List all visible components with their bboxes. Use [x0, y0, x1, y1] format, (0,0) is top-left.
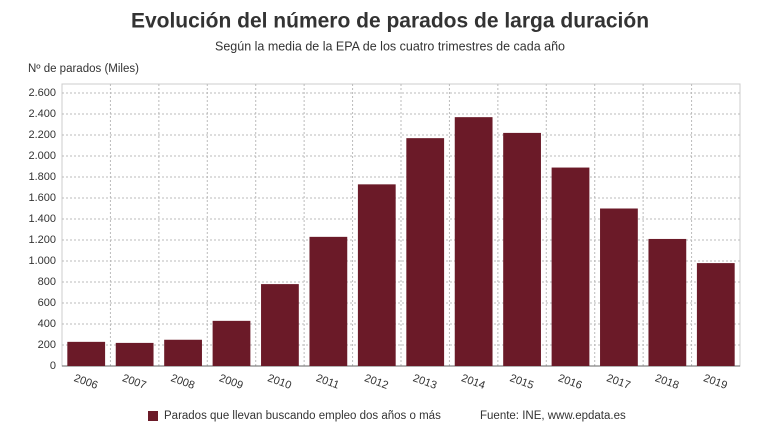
bar	[551, 167, 590, 366]
x-tick-label: 2014	[460, 372, 487, 392]
source: Fuente: INE, www.epdata.es	[480, 410, 626, 422]
y-tick-label: 1.400	[28, 213, 56, 225]
bar	[164, 339, 202, 366]
bar	[67, 341, 106, 366]
x-tick-label: 2013	[411, 372, 438, 392]
y-tick-label: 1.600	[28, 192, 56, 204]
bar	[406, 138, 445, 366]
x-tick-label: 2018	[653, 372, 680, 392]
bar	[503, 132, 541, 366]
bar	[696, 263, 735, 366]
y-tick-label: 1.000	[28, 255, 56, 267]
bar	[115, 342, 154, 366]
bar	[357, 184, 396, 366]
y-axis-label: Nº de parados (Miles)	[28, 63, 139, 75]
bar	[212, 320, 251, 366]
x-tick-label: 2015	[508, 372, 535, 392]
y-tick-label: 1.200	[28, 234, 56, 246]
x-tick-label: 2010	[266, 372, 293, 392]
bar	[309, 236, 348, 366]
x-tick-label: 2012	[363, 372, 390, 392]
x-tick-label: 2016	[556, 372, 583, 392]
x-tick-label: 2008	[169, 372, 196, 392]
x-tick-label: 2011	[314, 372, 340, 391]
y-tick-label: 400	[38, 318, 56, 330]
y-tick-label: 600	[38, 297, 56, 309]
bar	[600, 208, 638, 366]
y-tick-label: 1.800	[28, 171, 56, 183]
legend-label: Parados que llevan buscando empleo dos a…	[164, 410, 441, 422]
legend-swatch	[148, 411, 158, 421]
chart-subtitle: Según la media de la EPA de los cuatro t…	[215, 39, 565, 53]
x-tick-label: 2017	[605, 372, 632, 392]
x-tick-label: 2006	[72, 372, 99, 392]
chart-title: Evolución del número de parados de larga…	[131, 10, 649, 33]
y-tick-label: 0	[50, 360, 56, 372]
bar	[648, 238, 687, 366]
y-tick-label: 200	[38, 339, 56, 351]
bar	[261, 284, 299, 366]
x-tick-label: 2007	[121, 372, 148, 392]
y-tick-label: 800	[38, 276, 56, 288]
y-tick-label: 2.000	[28, 150, 56, 162]
y-tick-label: 2.200	[28, 129, 56, 141]
x-tick-label: 2019	[702, 372, 729, 392]
x-tick-label: 2009	[217, 372, 244, 392]
bar	[454, 117, 493, 367]
y-tick-label: 2.600	[28, 87, 56, 99]
y-tick-label: 2.400	[28, 108, 56, 120]
